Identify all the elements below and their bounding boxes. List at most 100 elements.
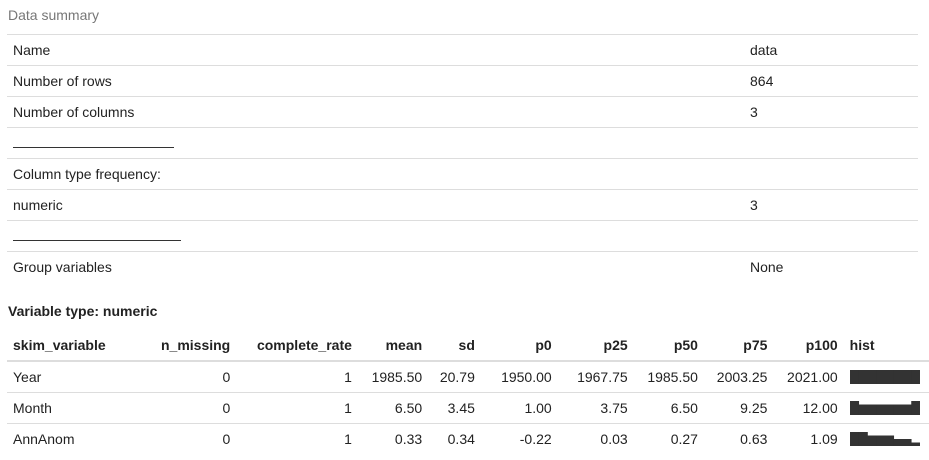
hist-bin [849,432,859,446]
cell-p75: 2003.25 [716,369,768,385]
histogram-sparkline [849,370,920,384]
summary-value: None [744,251,918,282]
header-p75: p75 [703,330,774,362]
header-skim-variable: skim_variable [7,330,140,362]
cell-p100: 2021.00 [787,369,838,385]
cell-n-missing: 0 [222,369,231,385]
summary-separator-cell [7,220,744,252]
cell-complete-rate: 1 [344,369,352,385]
histogram-sparkline [849,401,920,415]
cell-p100: 12.00 [773,392,844,424]
numeric-variables-table: skim_variable n_missing complete_rate me… [7,330,929,454]
summary-value: 3 [744,189,918,221]
cell-p25: 3.75 [557,392,634,424]
cell-p0: -0.22 [480,423,558,454]
summary-row: Group variables None [7,251,918,282]
header-p25: p25 [557,330,634,362]
summary-value [744,220,918,252]
cell-skim-variable: Year [13,369,42,385]
cell-p50: 1985.50 [647,369,698,385]
hist-bin [910,370,920,384]
data-summary-table: Name data Number of rows 864 Number of c… [7,34,918,282]
cell-skim-variable: Month [7,392,140,424]
cell-mean: 6.50 [357,392,429,424]
hist-bin [884,435,894,446]
hist-bin [849,401,859,415]
cell-p0: 1.00 [480,392,558,424]
header-p0: p0 [480,330,558,362]
summary-separator-cell [7,127,744,159]
summary-label: Number of columns [7,96,744,128]
cell-mean: 1985.50 [371,369,423,385]
cell-p100: 1.09 [773,423,844,454]
hist-bin [858,404,868,415]
cell-sd: 3.45 [428,392,481,424]
cell-mean: 0.33 [357,423,429,454]
summary-value: 864 [744,65,918,97]
cell-sd: 0.34 [428,423,481,454]
hist-bin [893,404,903,415]
header-complete-rate: complete_rate [236,330,358,362]
summary-row: numeric 3 [7,189,918,221]
hist-bin [884,370,894,384]
hist-bin [893,439,903,446]
summary-label: numeric [7,189,744,221]
hist-bin [884,404,894,415]
cell-p50: 6.50 [633,392,704,424]
summary-value: 3 [744,96,918,128]
summary-value [744,127,918,159]
hist-bin [902,439,912,446]
table-row: AnnAnom 0 1 0.33 0.34 -0.22 0.03 0.27 0.… [7,423,929,454]
cell-p75: 9.25 [703,392,774,424]
hist-bin [867,370,877,384]
cell-hist [843,392,929,424]
hist-bin [875,435,885,446]
summary-caption: Data summary [8,7,100,23]
hist-bin [910,442,920,446]
cell-p0: 1950.00 [501,369,552,385]
cell-hist [843,423,929,454]
cell-n-missing: 0 [139,392,237,424]
header-p50: p50 [633,330,704,362]
summary-row: Number of rows 864 [7,65,918,97]
hist-bin [910,401,920,415]
table-row: Year 0 1 1985.50 20.79 1950.00 1967.75 1… [7,361,929,393]
cell-n-missing: 0 [139,423,237,454]
hist-bin [902,404,912,415]
variable-type-title: Variable type: numeric [8,303,158,319]
header-n-missing: n_missing [139,330,237,362]
summary-label: Column type frequency: [7,158,744,190]
hist-bin [867,435,877,446]
summary-separator-row [7,220,918,252]
separator-line [13,240,181,241]
summary-label: Number of rows [7,65,744,97]
header-p100: p100 [773,330,844,362]
header-mean: mean [357,330,429,362]
hist-bin [867,404,877,415]
summary-value: data [744,34,918,66]
cell-p75: 0.63 [703,423,774,454]
summary-row: Name data [7,34,918,66]
table-header-row: skim_variable n_missing complete_rate me… [7,330,929,362]
summary-row: Number of columns 3 [7,96,918,128]
hist-bin [858,432,868,446]
histogram-sparkline [849,432,920,446]
summary-value [744,158,918,190]
summary-label: Group variables [7,251,744,282]
hist-bin [858,370,868,384]
hist-bin [875,370,885,384]
header-hist: hist [843,330,929,362]
cell-sd: 20.79 [439,369,475,385]
summary-row: Column type frequency: [7,158,918,190]
cell-complete-rate: 1 [236,392,358,424]
cell-p25: 1967.75 [577,369,628,385]
summary-label: Name [7,34,744,66]
separator-line [13,147,174,148]
hist-bin [875,404,885,415]
hist-bin [849,370,859,384]
table-row: Month 0 1 6.50 3.45 1.00 3.75 6.50 9.25 … [7,392,929,424]
hist-bin [902,370,912,384]
summary-separator-row [7,127,918,159]
hist-bin [893,370,903,384]
cell-p50: 0.27 [633,423,704,454]
